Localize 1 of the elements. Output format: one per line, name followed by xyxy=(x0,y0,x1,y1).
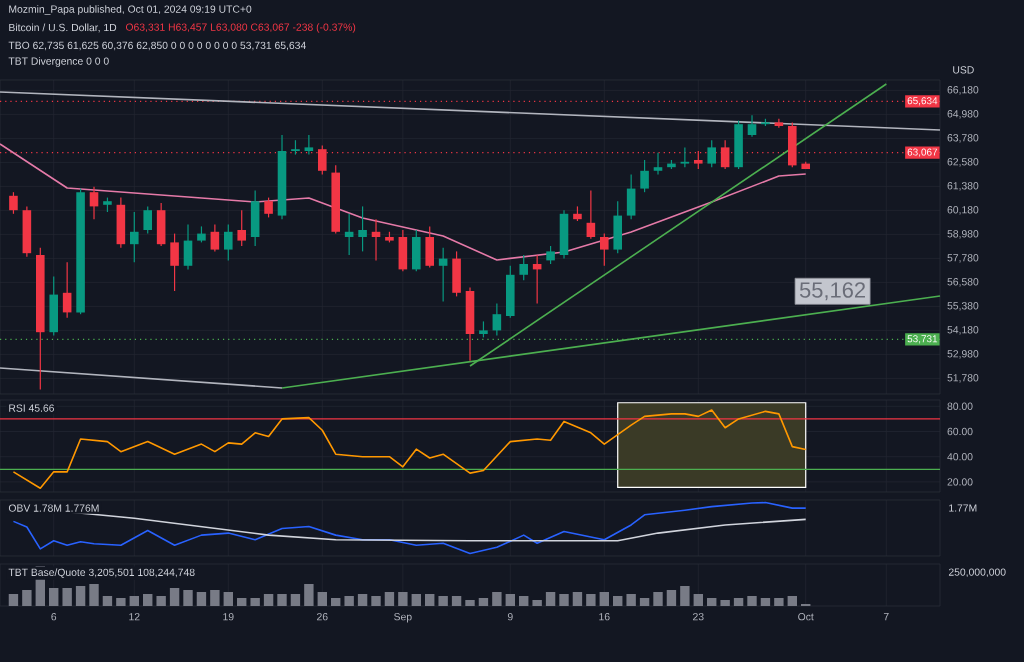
annotation: 55,162 xyxy=(799,282,865,301)
